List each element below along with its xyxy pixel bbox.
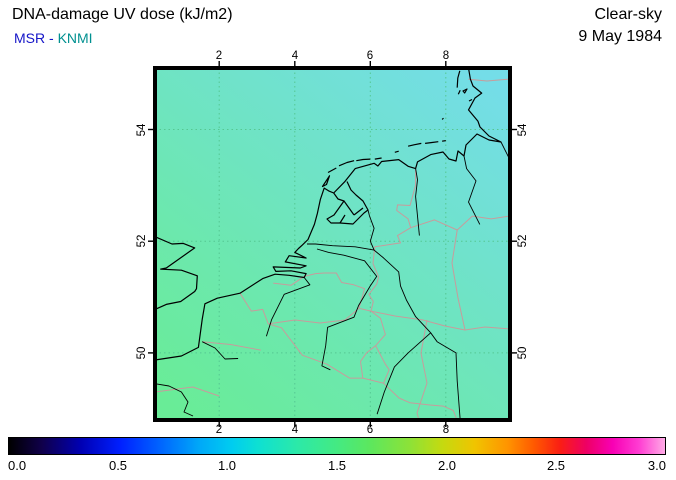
island-vlieland (327, 167, 337, 174)
island-schiermonnikoog (374, 157, 382, 160)
river-moselle (376, 332, 431, 415)
lat-tick-right-54: 54 (517, 123, 529, 137)
border-german-states-4 (451, 229, 466, 331)
lat-tick-left-52: 52 (136, 234, 148, 248)
lon-tick-bottom-8: 8 (442, 424, 450, 436)
colorbar-gradient (8, 437, 666, 455)
border-france-belgium (239, 292, 363, 379)
colorbar-label-5: 2.5 (546, 458, 566, 473)
border-german-states-1 (410, 215, 511, 231)
lat-tick-right-52: 52 (517, 234, 529, 248)
river-somme (202, 341, 239, 360)
border-belgian-regions (268, 307, 360, 325)
border-french-regions-2 (154, 386, 220, 397)
colorbar-label-4: 2.0 (437, 458, 457, 473)
colorbar-label-3: 1.5 (327, 458, 347, 473)
map-canvas (148, 61, 517, 427)
coastline-ijsselmeer (326, 181, 369, 225)
colorbar-label-6: 3.0 (647, 458, 666, 473)
condition-label: Clear-sky (594, 6, 662, 23)
colorbar-label-1: 0.5 (108, 458, 128, 473)
island-ameland (356, 158, 371, 162)
dike-flevoland (339, 207, 364, 224)
island-terschelling (338, 160, 355, 167)
lon-tick-top-4: 4 (291, 50, 299, 62)
border-luxembourg (360, 345, 390, 384)
island-helgoland (441, 117, 444, 120)
island-borkum (394, 150, 399, 153)
coastline-england (154, 236, 198, 310)
colorbar-label-2: 1.0 (217, 458, 237, 473)
border-netherlands-germany (368, 168, 417, 312)
date-label: 9 May 1984 (578, 28, 662, 45)
uv-field-fill (155, 68, 510, 420)
coastlines (154, 67, 502, 361)
island-norderney-chain (407, 140, 446, 147)
rivers (154, 141, 511, 421)
lon-tick-top-6: 6 (366, 50, 374, 62)
river-scheldt (265, 277, 311, 337)
lon-tick-bottom-4: 4 (291, 424, 299, 436)
river-seine (154, 383, 194, 417)
colorbar-label-0: 0.0 (8, 458, 27, 473)
frame-tick-marks (148, 61, 517, 427)
lat-tick-right-50: 50 (517, 346, 529, 360)
river-meuse (316, 248, 378, 371)
river-weser (463, 155, 481, 225)
border-belgium-netherlands (273, 272, 372, 312)
border-denmark-germany (468, 78, 511, 82)
border-german-states-2 (370, 310, 511, 331)
lat-tick-left-54: 54 (136, 123, 148, 137)
lon-tick-top-8: 8 (442, 50, 450, 62)
island-amrum (457, 90, 461, 95)
river-ijssel (367, 209, 375, 251)
lon-tick-bottom-6: 6 (366, 424, 374, 436)
river-rhine (307, 243, 461, 421)
page-title: DNA-damage UV dose (kJ/m2) (12, 6, 233, 23)
lon-tick-bottom-2: 2 (215, 424, 223, 436)
island-foehr (462, 88, 468, 94)
border-france-germany (383, 382, 458, 421)
data-source-label: MSR - KNMI (14, 30, 93, 46)
river-ems (415, 168, 420, 236)
island-pellworm (468, 98, 473, 102)
dike-houtribdijk (343, 200, 355, 216)
source-knmi: KNMI (57, 30, 93, 46)
source-msr: MSR - (14, 30, 58, 46)
border-french-regions-1 (202, 341, 261, 351)
island-sylt (456, 70, 461, 88)
latlon-gridlines (155, 68, 510, 420)
island-texel (321, 175, 331, 188)
lon-tick-top-2: 2 (215, 50, 223, 62)
lat-tick-left-50: 50 (136, 346, 148, 360)
country-borders (154, 78, 511, 421)
border-belgium-germany (370, 310, 386, 347)
map-frame (153, 66, 512, 422)
border-german-states-3 (416, 319, 428, 421)
